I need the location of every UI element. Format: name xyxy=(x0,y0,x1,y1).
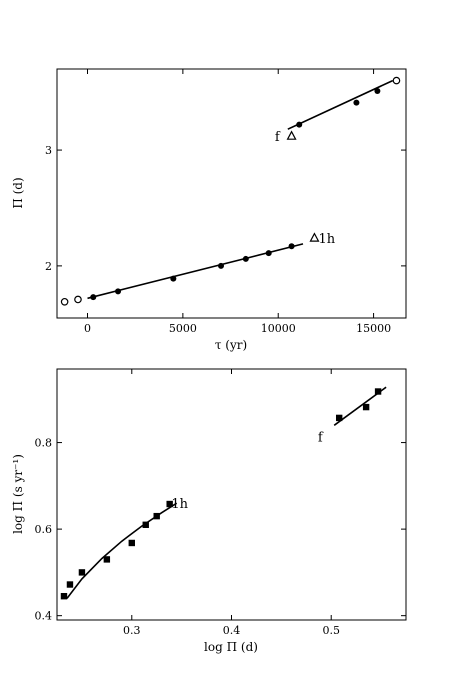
data-point-square xyxy=(60,592,68,600)
data-point xyxy=(296,121,303,128)
y-tick-label: 0.6 xyxy=(35,523,53,536)
y-tick-label: 0.4 xyxy=(35,610,53,623)
top-chart-ticks: 0 5000 10000 15000 2 3 xyxy=(45,69,406,335)
x-tick-label: 0.5 xyxy=(322,624,340,637)
data-point-triangle xyxy=(309,232,320,242)
data-point-square xyxy=(166,500,173,508)
bottom-chart-markers xyxy=(60,388,382,600)
bottom-chart-y-axis-label: log Π̇ (s yr⁻¹) xyxy=(11,454,25,534)
data-point-square xyxy=(142,521,149,528)
data-point-triangle xyxy=(286,130,297,140)
data-point-square xyxy=(103,556,111,563)
fit-line xyxy=(287,79,394,130)
top-chart-y-axis-label: Π (d) xyxy=(11,177,25,208)
data-point-square xyxy=(66,581,74,588)
data-point-square xyxy=(153,512,160,520)
bottom-chart-frame xyxy=(56,368,407,621)
data-point-square xyxy=(128,539,135,547)
data-point-square xyxy=(335,414,343,422)
top-chart-markers xyxy=(60,76,401,306)
data-point xyxy=(115,288,122,295)
y-tick-label: 3 xyxy=(45,144,52,157)
series-annotation: 1h xyxy=(171,497,188,512)
bottom-chart-ticks: 0.3 0.4 0.5 0.4 0.6 0.8 xyxy=(35,369,406,637)
series-annotation: f xyxy=(318,431,324,446)
fit-line xyxy=(66,502,178,599)
series-annotation: f xyxy=(275,130,281,145)
x-tick-label: 0.4 xyxy=(223,624,241,637)
series-annotation: 1h xyxy=(319,232,336,247)
data-point xyxy=(218,262,225,269)
data-point xyxy=(374,88,381,95)
y-tick-label: 0.8 xyxy=(35,437,53,450)
data-point xyxy=(265,250,272,257)
data-point-square xyxy=(78,569,86,576)
bottom-chart-panel: 0.3 0.4 0.5 0.4 0.6 0.8 1h f log Π (d) log Π̇ … xyxy=(11,368,407,654)
top-chart-panel: 0 5000 10000 15000 2 3 f 1h τ (yr) Π (d) xyxy=(11,68,407,352)
data-point-square xyxy=(362,403,370,411)
top-chart-x-axis-label: τ (yr) xyxy=(215,338,247,352)
bottom-chart-x-axis-label: log Π (d) xyxy=(204,640,258,654)
top-chart-annotations: f 1h xyxy=(275,130,336,247)
x-tick-label: 0 xyxy=(84,322,91,335)
data-point-open xyxy=(60,297,69,306)
x-tick-label: 10000 xyxy=(261,322,296,335)
x-tick-label: 15000 xyxy=(356,322,391,335)
x-tick-label: 0.3 xyxy=(123,624,141,637)
top-chart-frame xyxy=(56,68,407,319)
data-point xyxy=(353,99,360,106)
data-point xyxy=(242,255,249,262)
y-tick-label: 2 xyxy=(45,260,52,273)
top-chart-fit-lines xyxy=(87,79,394,300)
x-tick-label: 5000 xyxy=(169,322,197,335)
data-point xyxy=(90,294,97,301)
data-point xyxy=(170,275,177,282)
data-point-open xyxy=(392,76,401,85)
data-point-open xyxy=(74,295,82,304)
data-point-square xyxy=(374,388,382,395)
bottom-chart-annotations: 1h f xyxy=(171,431,324,513)
data-point xyxy=(288,243,295,250)
